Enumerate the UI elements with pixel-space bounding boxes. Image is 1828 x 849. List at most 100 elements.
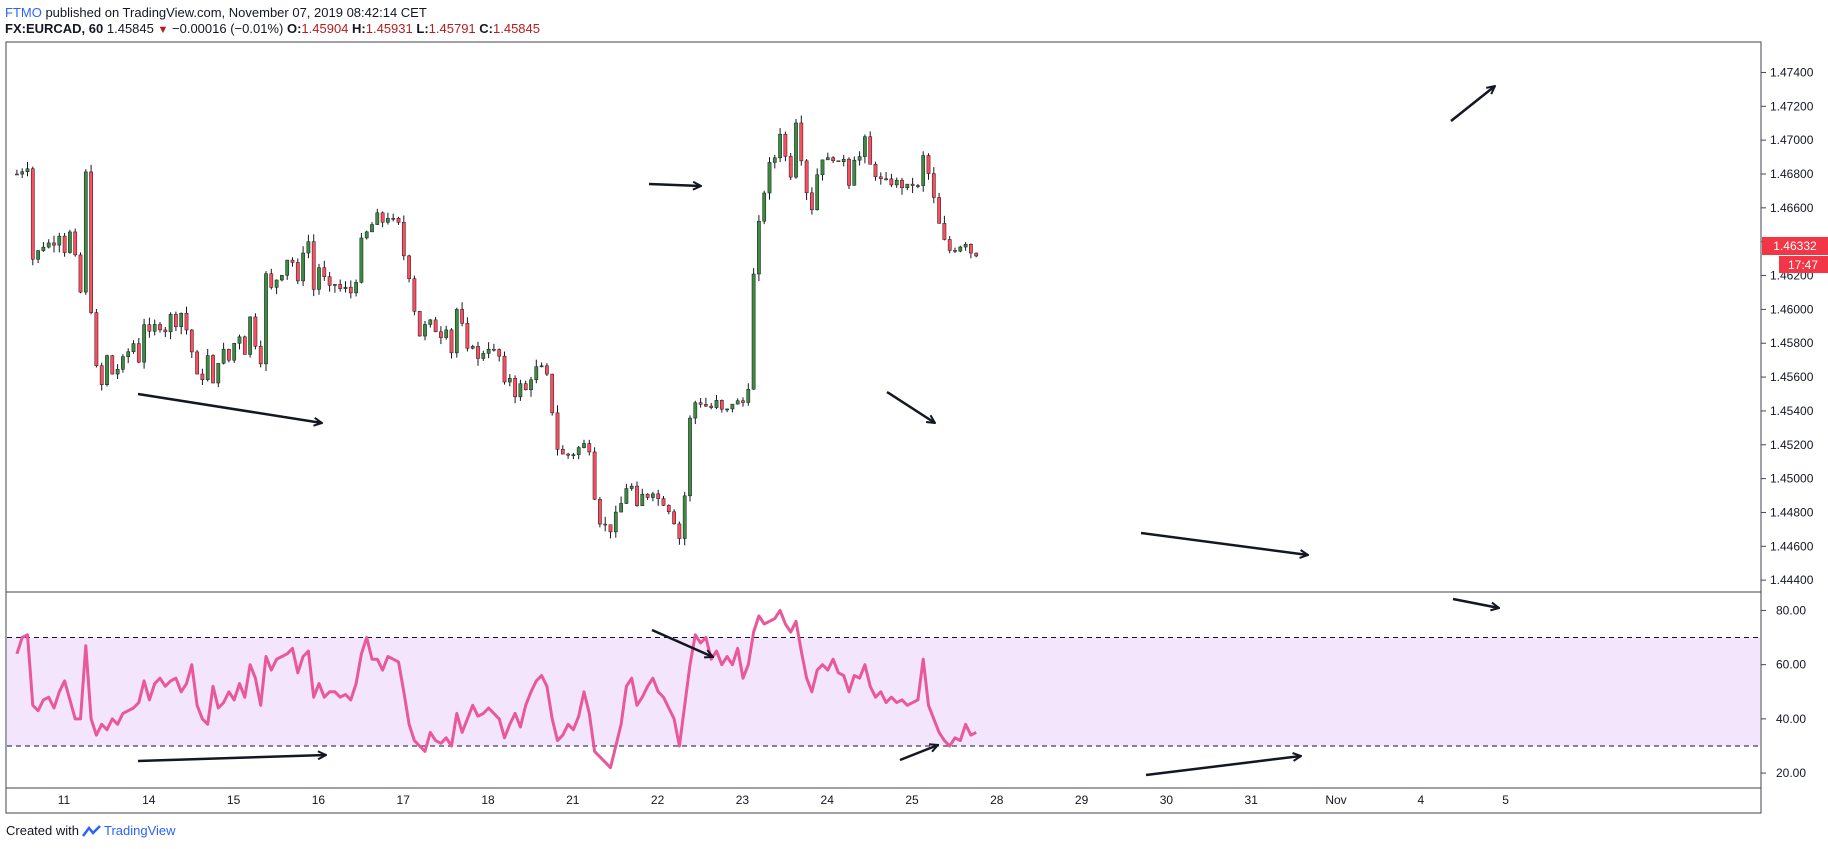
candle — [83, 169, 88, 295]
candle-body — [348, 286, 353, 294]
candle — [815, 168, 820, 211]
candle — [603, 516, 608, 532]
rsi-line — [15, 608, 977, 770]
publish-info: FTMO published on TradingView.com, Novem… — [5, 5, 427, 20]
candle-body — [613, 511, 618, 533]
candle — [454, 307, 459, 358]
candle — [788, 152, 793, 181]
candle-body — [460, 309, 464, 324]
candle — [767, 157, 772, 200]
candle-body — [560, 449, 565, 455]
candle-body — [258, 345, 263, 365]
candle — [645, 493, 650, 500]
candle-body — [698, 402, 703, 405]
rsi-scale[interactable]: 80.00 60.00 40.00 20.00 — [1761, 603, 1806, 780]
candle-body — [121, 356, 125, 370]
publisher-link[interactable]: FTMO — [5, 5, 42, 20]
candle-body — [386, 218, 390, 223]
candle — [507, 374, 512, 387]
candle — [46, 239, 51, 249]
candle — [15, 169, 19, 176]
tradingview-link[interactable]: TradingView — [103, 823, 176, 838]
candle — [629, 483, 634, 491]
time-tick-label: 5 — [1502, 793, 1509, 807]
price-scale[interactable]: 1.474001.472001.470001.468001.466001.464… — [1761, 65, 1814, 587]
candle — [502, 351, 507, 385]
candle-body — [200, 373, 205, 380]
candle-body — [280, 275, 284, 281]
candle-body — [820, 159, 825, 176]
candle — [465, 317, 470, 352]
candle — [168, 312, 173, 340]
annotation-arrows — [137, 86, 1499, 777]
candle-body — [306, 241, 311, 254]
candle-body — [168, 314, 173, 333]
candle-body — [317, 267, 321, 290]
candle-body — [253, 316, 258, 347]
time-scale[interactable]: 11 14 15 16 17 18 21 22 23 24 25 28 29 30 31 Nov 4 5 — [58, 793, 1509, 807]
candle — [666, 504, 671, 515]
candle-body — [645, 493, 650, 498]
candle-body — [94, 312, 99, 366]
candle — [195, 349, 199, 375]
candle — [30, 166, 35, 266]
candle-body — [83, 171, 88, 293]
candle — [158, 321, 162, 333]
candle-body — [52, 242, 56, 246]
candle — [916, 183, 920, 189]
candle-body — [953, 250, 957, 252]
candle — [306, 234, 311, 259]
candle-body — [523, 383, 528, 391]
candle-body — [46, 242, 51, 248]
candle-body — [364, 231, 369, 239]
candle — [99, 362, 104, 391]
candle — [635, 481, 639, 507]
candle-body — [794, 122, 798, 178]
candle-body — [714, 400, 719, 408]
high-label: H: — [352, 21, 366, 36]
candle-body — [15, 173, 19, 176]
candle — [348, 280, 353, 299]
price-change: −0.00016 (−0.01%) — [172, 21, 284, 36]
candle-body — [677, 523, 682, 539]
candle — [640, 488, 645, 506]
candle — [449, 328, 454, 359]
candle — [444, 325, 449, 340]
candle — [963, 242, 968, 251]
candle — [417, 311, 422, 337]
candle-body — [391, 218, 396, 220]
symbol-label[interactable]: FX:EURCAD, 60 — [5, 21, 104, 36]
candle-body — [89, 171, 93, 313]
candle — [825, 152, 830, 161]
rsi-series — [15, 608, 977, 770]
candle — [391, 213, 396, 222]
candle — [841, 154, 846, 167]
candle — [253, 313, 258, 350]
candle — [20, 168, 25, 178]
candle — [110, 354, 115, 375]
price-badge-value: 1.46332 — [1773, 239, 1817, 253]
candle — [592, 447, 597, 501]
candle-body — [62, 235, 67, 253]
candle-body — [486, 348, 491, 354]
candle-body — [290, 259, 295, 263]
candle — [974, 252, 979, 258]
low-label: L: — [416, 21, 429, 36]
candle-body — [78, 254, 83, 293]
time-tick-label: 31 — [1245, 793, 1259, 807]
candle-body — [921, 155, 926, 186]
candle-body — [868, 136, 873, 165]
candle-body — [269, 273, 274, 288]
candle-body — [894, 179, 899, 186]
candle-body — [227, 348, 231, 361]
price-tick-label: 1.45600 — [1770, 370, 1814, 384]
candle — [730, 403, 735, 413]
candle — [900, 177, 904, 195]
candle — [518, 379, 523, 401]
candle-body — [401, 222, 406, 257]
time-tick-label: 28 — [990, 793, 1004, 807]
candle-body — [598, 499, 602, 525]
time-tick-label: 18 — [481, 793, 495, 807]
candle-body — [449, 329, 454, 354]
